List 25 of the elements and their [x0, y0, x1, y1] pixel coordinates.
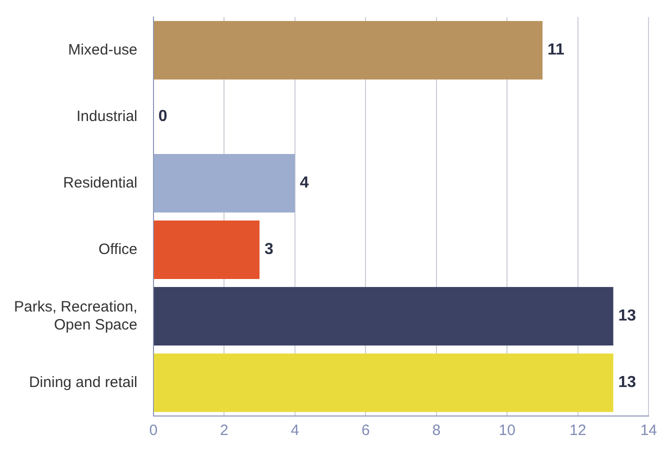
y-tick-label: Mixed-use [68, 41, 138, 58]
y-tick-label: Industrial [76, 108, 138, 125]
y-tick-label: Dining and retail [28, 374, 138, 391]
bar [154, 154, 295, 213]
data-label: 13 [618, 308, 636, 325]
bar [154, 353, 614, 412]
x-tick-label: 14 [640, 422, 657, 440]
data-label: 0 [158, 108, 168, 126]
y-tick-label: Residential [63, 174, 138, 192]
bar [154, 20, 543, 80]
data-label: 11 [548, 42, 565, 59]
bar [154, 286, 614, 346]
data-label: 13 [618, 374, 636, 392]
bar [154, 220, 260, 280]
data-label: 3 [264, 241, 274, 258]
x-tick-label: 12 [570, 422, 586, 440]
x-tick-label: 6 [361, 422, 370, 440]
y-tick-label: Office [98, 240, 138, 258]
x-tick-label: 4 [290, 422, 300, 440]
x-tick-label: 10 [498, 422, 516, 440]
data-label: 4 [300, 174, 309, 192]
y-tick-label: Parks, Recreation, Open Space [14, 298, 138, 334]
x-tick-label: 0 [149, 422, 158, 440]
x-tick-label: 2 [220, 422, 228, 440]
x-tick-label: 8 [432, 422, 441, 440]
